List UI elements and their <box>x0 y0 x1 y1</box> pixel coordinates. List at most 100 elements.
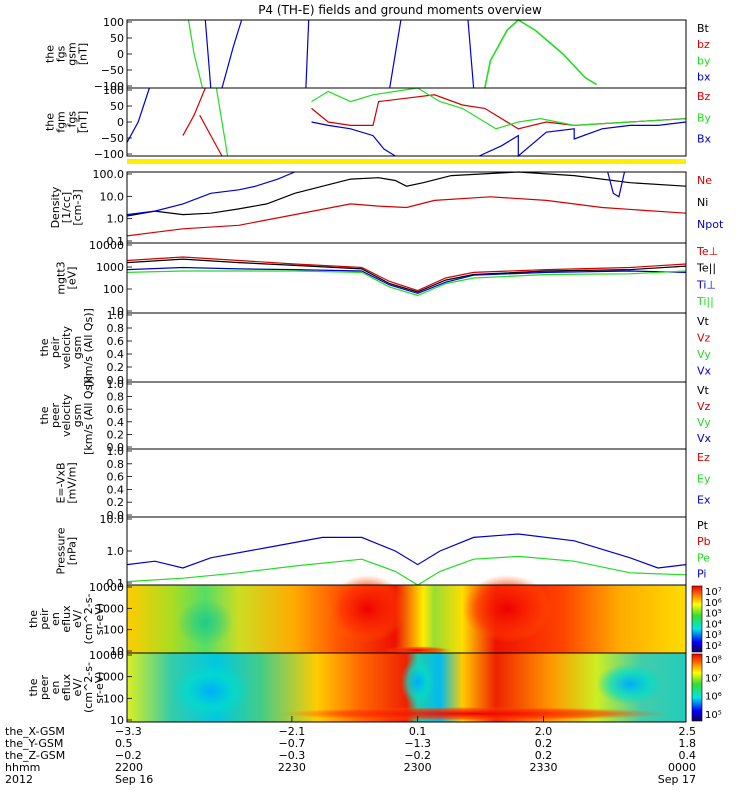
x-axis-row-value: 2300 <box>404 761 432 774</box>
density-npot-series <box>126 171 295 216</box>
y-axis-label: en <box>49 681 62 695</box>
y-axis-label: Pressure <box>55 527 68 574</box>
legend-entry: Te⊥ <box>696 245 718 258</box>
x-axis-row-value: Sep 16 <box>115 773 153 786</box>
y-tick-label: 0.4 <box>107 416 125 429</box>
colorbar-tick-label: 10⁶ <box>705 598 722 609</box>
temp-ti-par-series <box>126 270 687 297</box>
y-axis-label: gsm <box>71 336 84 359</box>
y-axis-label: E=-VxB <box>55 462 68 503</box>
x-axis-row-value: 2.0 <box>535 725 553 738</box>
colorbar-tick-label: 10⁷ <box>705 587 722 598</box>
legend-entry: Ez <box>697 451 710 464</box>
fgm-bz-series <box>199 114 223 157</box>
y-axis-label: en <box>49 612 62 626</box>
fgs-by-series <box>187 19 204 89</box>
legend-entry: Ti|| <box>696 295 714 308</box>
legend-entry: Ex <box>697 494 711 507</box>
y-tick-label: 0.6 <box>107 335 125 348</box>
y-tick-label: 10000 <box>89 581 124 594</box>
y-axis-label: [eV] <box>66 267 79 290</box>
legend-entry: Ne <box>697 174 712 187</box>
legend-entry: Vz <box>697 400 711 413</box>
fgs-bx-series-4 <box>389 19 402 89</box>
x-axis-row-value: −2.1 <box>279 725 306 738</box>
x-axis-row-label: the_Z-GSM <box>5 749 65 762</box>
panel-9: 10000 1000 100 10 thepeerenefluxeV/(cm^2-s-s… <box>27 649 687 727</box>
panels-group: 10⁷10⁶10⁵10⁴10³10²10⁸10⁷10⁶10⁵100500−50−… <box>27 16 724 727</box>
x-axis-row-label: 2012 <box>5 773 33 786</box>
pressure-pe-series <box>126 555 687 586</box>
y-axis-label: the <box>38 406 51 424</box>
x-axis-row-value: 1.8 <box>679 737 697 750</box>
y-axis-label: mgtt3 <box>55 261 68 294</box>
spectrogram-9 <box>127 653 686 722</box>
y-tick-label: 1000 <box>96 261 124 274</box>
legend-entry: Vz <box>697 331 711 344</box>
y-tick-label: 1.0 <box>107 309 125 322</box>
x-axis-row-value: −0.7 <box>279 737 306 750</box>
legend-entry: Pi <box>697 568 706 581</box>
x-axis-row-value: 0.2 <box>535 737 553 750</box>
fgs-bx-series-5 <box>467 19 475 89</box>
y-axis-label: Density <box>49 186 62 228</box>
x-axis-row-label: the_X-GSM <box>5 725 65 738</box>
fgs-bx-series-2 <box>204 19 212 89</box>
y-tick-label: −50 <box>101 64 124 77</box>
y-tick-label: −100 <box>94 80 124 93</box>
density-ne-series <box>126 196 687 237</box>
y-tick-label: 0.4 <box>107 348 125 361</box>
legend-entry: bz <box>697 38 710 51</box>
y-axis-label: eV/ <box>71 678 84 696</box>
density-npot-series-2 <box>607 171 626 198</box>
fgm-bx-series <box>126 87 150 143</box>
y-tick-label: 10.0 <box>100 190 125 203</box>
x-axis-row-value: −0.2 <box>404 749 431 762</box>
fgm-bz-series-3 <box>311 94 687 130</box>
y-axis-label: peer <box>49 403 62 429</box>
x-axis-row-value: 2200 <box>115 761 143 774</box>
y-tick-label: 10.0 <box>100 513 125 526</box>
legend-entry: Vt <box>697 384 710 397</box>
y-axis-label: the <box>44 113 57 131</box>
panel-8: 10000 1000 100 10 thepeirenefluxeV/(cm^2-s-s… <box>27 581 687 658</box>
y-axis-label: the <box>38 338 51 356</box>
fgm-bx-series-2 <box>311 121 396 157</box>
legend-entry: Ti⊥ <box>696 278 716 291</box>
y-axis-label: gsm <box>66 42 79 65</box>
x-axis-row-value: 0.5 <box>115 737 133 750</box>
y-tick-label: 0.2 <box>107 496 125 509</box>
y-tick-label: 100 <box>103 84 124 97</box>
y-axis-label: velocity <box>60 326 73 369</box>
legend-entry: by <box>697 54 711 67</box>
panel-3: 10000 1000 100 10 mgtt3[eV] Te⊥ Te|| Ti⊥ Ti|| <box>55 239 719 318</box>
y-axis-label: the <box>44 45 57 63</box>
x-axis-row-value: −3.3 <box>115 725 142 738</box>
x-axis-row-value: 0.1 <box>409 725 427 738</box>
y-axis-label: [cm-3] <box>71 189 84 225</box>
colorbar-tick-label: 10⁸ <box>705 655 722 666</box>
y-axis-label: [mV/m] <box>66 462 79 503</box>
colorbar-tick-label: 10⁶ <box>705 692 722 703</box>
legend-entry: Te|| <box>696 262 716 275</box>
y-axis-label: [km/s (All Qs)] <box>82 308 95 387</box>
x-axis-row-value: 2330 <box>529 761 557 774</box>
y-tick-label: 0.8 <box>107 322 125 335</box>
y-tick-label: 50 <box>110 100 124 113</box>
colorbar-9: 10⁸ 10⁷ 10⁶ 10⁵ <box>691 653 722 722</box>
x-axis-row-value: 0.2 <box>535 749 553 762</box>
y-axis-label: eV/ <box>71 610 84 628</box>
x-axis-row-label: hhmm <box>5 761 40 774</box>
pressure-pi-series <box>126 533 687 569</box>
y-axis-label: gsm <box>71 404 84 427</box>
y-tick-label: 100 <box>103 624 124 637</box>
legend-entry: Vy <box>697 416 711 429</box>
panel-4: 1.00.80.60.40.20.0 thepeirvelocitygsm[km/… <box>38 308 712 387</box>
y-tick-label: −50 <box>101 132 124 145</box>
y-tick-label: 1.0 <box>107 213 125 226</box>
y-tick-label: 0.6 <box>107 403 125 416</box>
x-axis-row-value: 0000 <box>668 761 696 774</box>
legend-entry: bx <box>697 71 711 84</box>
x-axis-row-value: −0.3 <box>279 749 306 762</box>
